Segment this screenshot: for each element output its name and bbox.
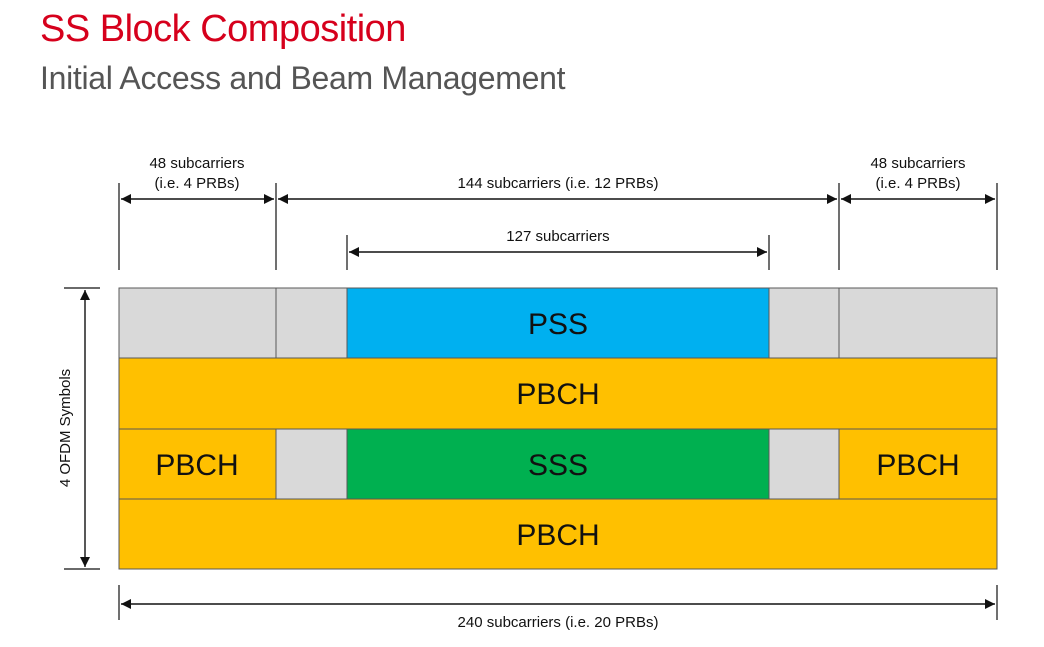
dim-label-right-48-line1: 48 subcarriers [870,155,965,172]
page-subtitle: Initial Access and Beam Management [40,60,566,96]
dim-label-right-48-line2: (i.e. 4 PRBs) [875,175,960,192]
sss-label: SSS [528,449,588,482]
dim-label-inner-127: 127 subcarriers [506,228,609,245]
pbch-label-row4: PBCH [516,519,599,552]
dim-label-bottom-240: 240 subcarriers (i.e. 20 PRBs) [458,614,659,631]
unused-block [838,287,998,359]
unused-block [275,287,348,359]
pbch-block-row4 [118,498,998,570]
unused-block [768,287,840,359]
dim-label-middle-144: 144 subcarriers (i.e. 12 PRBs) [458,175,659,192]
pss-label: PSS [528,308,588,341]
unused-block [275,428,348,500]
pbch-label-right: PBCH [876,449,959,482]
dim-label-left-48-line2: (i.e. 4 PRBs) [154,175,239,192]
unused-block [768,428,840,500]
pbch-label-row2: PBCH [516,378,599,411]
pbch-label-left: PBCH [155,449,238,482]
dim-label-left-48-line1: 48 subcarriers [149,155,244,172]
page-title: SS Block Composition [40,8,406,50]
pbch-block-right [838,428,998,500]
unused-block [118,287,277,359]
sss-block [346,428,770,500]
extension-lines [64,183,998,620]
pbch-block-left [118,428,277,500]
dim-label-vertical-symbols: 4 OFDM Symbols [57,369,74,487]
